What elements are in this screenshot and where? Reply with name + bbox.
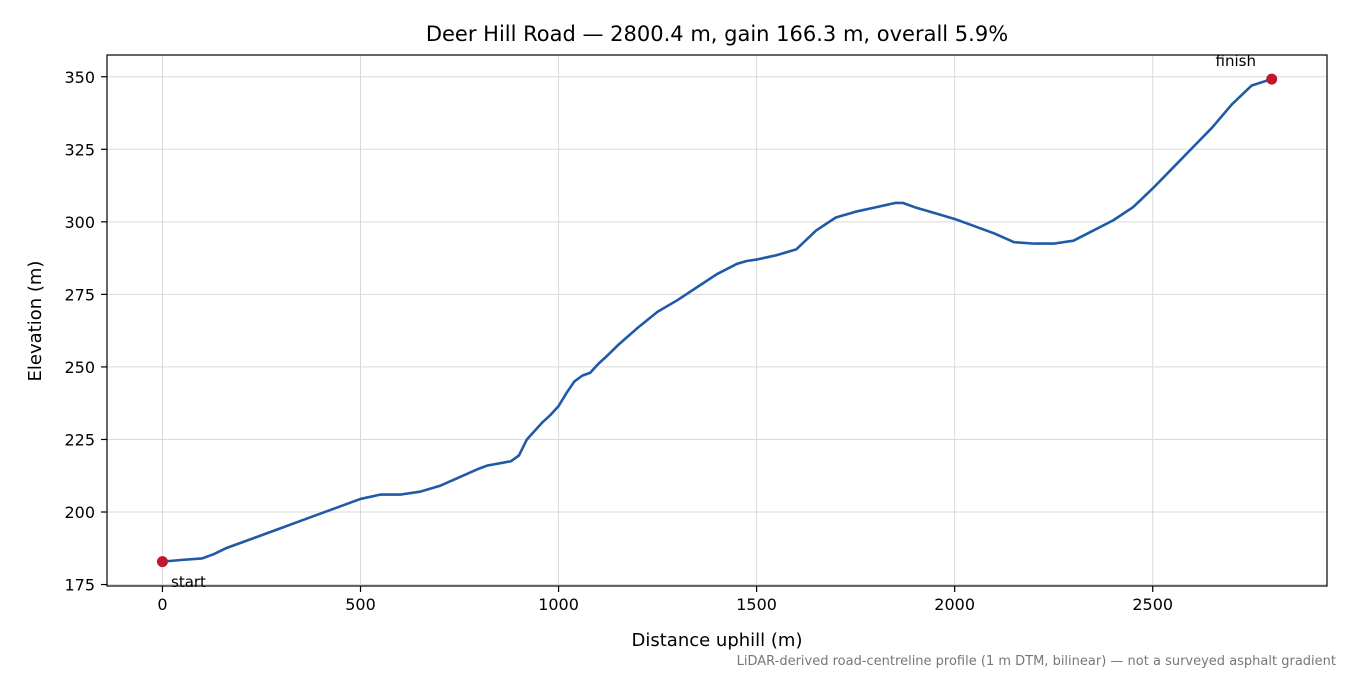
endpoint-markers xyxy=(156,73,1278,568)
start-annotation: start xyxy=(171,573,206,591)
y-tick-label: 200 xyxy=(64,503,95,522)
x-tick-label: 2500 xyxy=(1132,595,1173,614)
chart-title: Deer Hill Road — 2800.4 m, gain 166.3 m,… xyxy=(426,22,1008,46)
y-tick-label: 300 xyxy=(64,213,95,232)
x-tick-label: 1500 xyxy=(736,595,777,614)
x-axis-title: Distance uphill (m) xyxy=(632,630,803,651)
x-tick-label: 500 xyxy=(345,595,376,614)
elevation-profile-line xyxy=(161,77,1273,563)
finish-marker xyxy=(1266,73,1278,85)
grid-lines xyxy=(107,55,1327,586)
y-tick-label: 250 xyxy=(64,358,95,377)
x-tick-label: 2000 xyxy=(934,595,975,614)
y-tick-label: 275 xyxy=(64,285,95,304)
y-axis-title: Elevation (m) xyxy=(25,261,46,382)
data-source-footnote: LiDAR-derived road-centreline profile (1… xyxy=(737,654,1336,669)
y-tick-label: 225 xyxy=(64,430,95,449)
start-marker xyxy=(156,556,168,568)
x-tick-label: 0 xyxy=(157,595,167,614)
y-tick-label: 325 xyxy=(64,140,95,159)
y-tick-label: 350 xyxy=(64,68,95,87)
x-tick-label: 1000 xyxy=(538,595,579,614)
plot-frame xyxy=(106,54,1328,587)
finish-annotation: finish xyxy=(1216,52,1256,70)
axes: 0 500 1000 1500 2000 2500 175 200 225 250 275 300 32… xyxy=(64,68,1173,614)
y-tick-label: 175 xyxy=(64,576,95,595)
